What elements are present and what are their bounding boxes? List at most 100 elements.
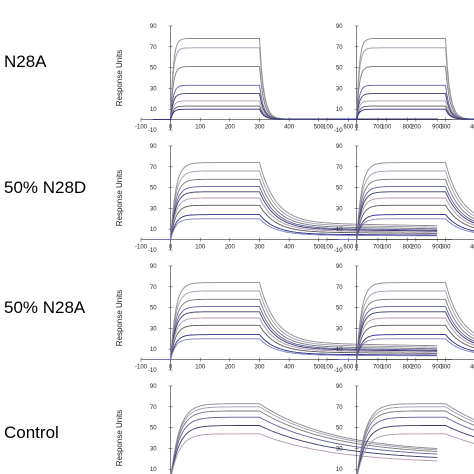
- y-tick-label: 90: [336, 264, 343, 270]
- x-tick-label: 800: [403, 125, 414, 131]
- sensorgram-series: [338, 84, 474, 121]
- sensorgram-series: [338, 290, 474, 361]
- sensorgram-series: [338, 306, 474, 361]
- y-tick-label: -10: [148, 248, 157, 254]
- sensorgram-series: [152, 306, 438, 361]
- x-tick-label: 300: [440, 125, 451, 131]
- sensorgram-series: [338, 38, 474, 121]
- y-tick-label: 30: [150, 446, 157, 452]
- sensorgram-series: [171, 433, 438, 474]
- x-tick-label: 900: [432, 365, 443, 371]
- sensorgram-series: [152, 324, 438, 361]
- y-tick-label: 90: [336, 384, 343, 390]
- sensorgram-series: [152, 311, 438, 361]
- x-tick-label: 600: [343, 365, 354, 371]
- y-tick-label: 30: [336, 446, 343, 452]
- sensorgram-series: [152, 84, 438, 121]
- sensorgram-series: [152, 178, 438, 241]
- sensorgram-series: [338, 214, 474, 241]
- y-tick-label: -10: [148, 128, 157, 134]
- x-tick-label: 400: [284, 245, 295, 251]
- x-tick-label: 200: [225, 365, 236, 371]
- x-tick-label: 200: [411, 245, 422, 251]
- sensorgram-series: [338, 170, 474, 241]
- y-tick-label: 10: [150, 467, 157, 473]
- x-tick-label: -100: [321, 365, 334, 371]
- x-tick-label: 0: [169, 245, 173, 251]
- sensorgram-series: [152, 197, 438, 241]
- sensorgram-series: [152, 66, 438, 121]
- x-tick-label: 100: [381, 125, 392, 131]
- x-tick-label: 600: [343, 125, 354, 131]
- sensorgram-series: [152, 214, 438, 241]
- x-tick-label: 300: [440, 365, 451, 371]
- x-tick-label: -100: [135, 125, 148, 131]
- sensorgram-series: [356, 406, 474, 474]
- x-tick-label: 100: [195, 365, 206, 371]
- sensorgram-series: [152, 105, 438, 121]
- x-tick-label: 800: [403, 365, 414, 371]
- y-tick-label: 90: [150, 144, 157, 150]
- y-tick-label: 90: [336, 24, 343, 30]
- y-tick-label: 50: [336, 306, 343, 312]
- y-tick-label: -10: [334, 128, 343, 134]
- x-tick-label: -100: [321, 245, 334, 251]
- y-tick-label: 70: [336, 285, 343, 291]
- x-tick-label: 0: [169, 365, 173, 371]
- row-label: N28A: [4, 52, 47, 71]
- x-tick-label: 300: [254, 125, 265, 131]
- sensorgram-series: [152, 298, 438, 361]
- sensorgram-series: [338, 186, 474, 241]
- y-axis-label: Response Units: [115, 410, 124, 466]
- y-tick-label: 50: [150, 306, 157, 312]
- sensorgram-series: [152, 338, 438, 361]
- sensorgram-series: [338, 298, 474, 361]
- y-tick-label: 90: [150, 24, 157, 30]
- sensorgram-series: [152, 290, 438, 361]
- sensorgram-series: [356, 410, 474, 474]
- x-tick-label: 400: [470, 125, 474, 131]
- y-tick-label: 30: [336, 206, 343, 212]
- y-tick-label: 70: [336, 45, 343, 51]
- y-axis-label: Response Units: [115, 170, 124, 226]
- x-tick-label: 700: [373, 125, 384, 131]
- row-label: Control: [4, 423, 59, 442]
- x-tick-label: 0: [355, 365, 359, 371]
- sensorgram-series: [356, 416, 474, 474]
- y-tick-label: -10: [334, 368, 343, 374]
- y-tick-label: 70: [150, 165, 157, 171]
- y-tick-label: 10: [150, 347, 157, 353]
- sensorgram-series: [171, 425, 438, 474]
- x-tick-label: -100: [135, 365, 148, 371]
- x-tick-label: 800: [403, 245, 414, 251]
- y-tick-label: 70: [336, 165, 343, 171]
- y-tick-label: 10: [150, 107, 157, 113]
- x-tick-label: 500: [314, 245, 325, 251]
- row-label: 50% N28A: [4, 298, 86, 317]
- x-tick-label: 400: [470, 245, 474, 251]
- sensorgram-series: [338, 162, 474, 241]
- sensorgram-series: [338, 317, 474, 361]
- sensorgram-series: [338, 197, 474, 241]
- y-tick-label: 50: [150, 66, 157, 72]
- x-tick-label: 300: [254, 365, 265, 371]
- x-tick-label: -100: [321, 125, 334, 131]
- sensorgram-series: [152, 100, 438, 121]
- sensorgram-series: [338, 334, 474, 361]
- y-tick-label: -10: [334, 248, 343, 254]
- sensorgram-series: [338, 93, 474, 121]
- x-tick-label: 100: [381, 245, 392, 251]
- y-tick-label: 30: [150, 206, 157, 212]
- y-axis-label: Response Units: [115, 290, 124, 346]
- x-tick-label: 0: [169, 125, 173, 131]
- sensorgram-series: [357, 425, 474, 474]
- y-tick-label: 70: [150, 285, 157, 291]
- x-tick-label: 100: [195, 125, 206, 131]
- y-tick-label: 50: [150, 186, 157, 192]
- sensorgram-series: [338, 178, 474, 241]
- x-tick-label: 400: [284, 365, 295, 371]
- sensorgram-series: [338, 108, 474, 121]
- y-tick-label: -10: [148, 368, 157, 374]
- y-tick-label: 10: [150, 227, 157, 233]
- sensorgram-series: [152, 170, 438, 241]
